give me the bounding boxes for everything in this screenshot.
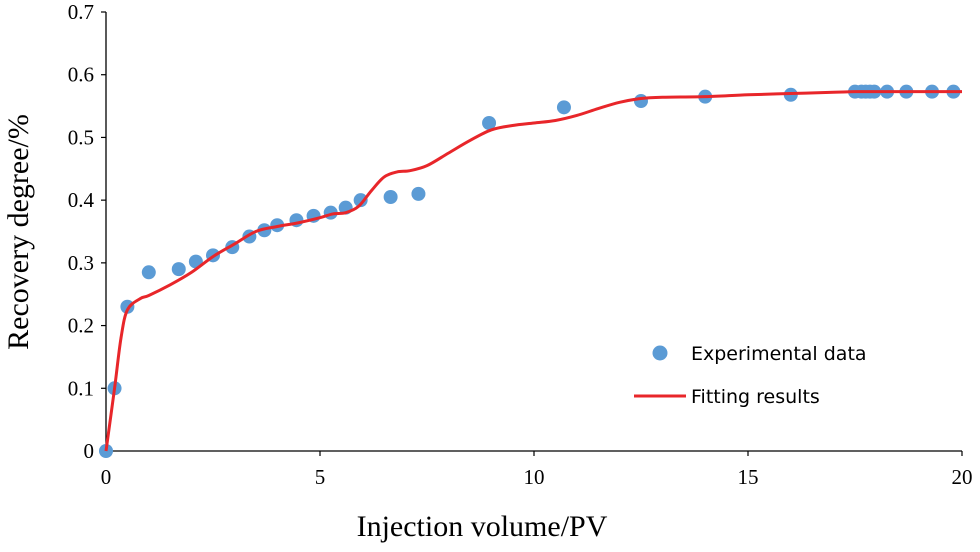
legend-label-experimental: Experimental data bbox=[691, 343, 867, 365]
fitting-line bbox=[104, 90, 962, 452]
data-point bbox=[411, 186, 426, 201]
legend-label-fitting: Fitting results bbox=[691, 386, 820, 408]
data-point bbox=[383, 190, 398, 205]
legend: Experimental data Fitting results bbox=[634, 343, 867, 408]
series bbox=[99, 84, 962, 458]
x-tick-label: 10 bbox=[524, 465, 545, 489]
data-point bbox=[482, 116, 497, 131]
ticks: 0 5 10 15 20 0 0.1 0.2 0.3 0.4 0.5 0.6 0.7 bbox=[68, 0, 973, 489]
y-tick-label: 0.5 bbox=[68, 125, 94, 149]
data-point bbox=[634, 94, 648, 109]
y-tick-label: 0.2 bbox=[68, 314, 94, 338]
x-tick-label: 0 bbox=[101, 465, 112, 489]
x-tick-label: 15 bbox=[738, 465, 759, 489]
x-axis-title: Injection volume/PV bbox=[357, 510, 608, 543]
y-tick-label: 0.3 bbox=[68, 251, 94, 275]
legend-marker-experimental bbox=[652, 345, 668, 361]
data-point bbox=[556, 100, 571, 115]
x-tick-label: 20 bbox=[952, 465, 973, 489]
y-tick-label: 0.1 bbox=[68, 376, 94, 400]
y-tick-label: 0 bbox=[84, 439, 95, 463]
x-tick-label: 5 bbox=[315, 465, 326, 489]
data-point bbox=[171, 262, 186, 277]
data-point bbox=[353, 193, 368, 208]
y-tick-label: 0.4 bbox=[68, 188, 95, 212]
axes bbox=[105, 12, 962, 452]
y-axis-title: Recovery degree/% bbox=[2, 114, 35, 350]
y-tick-label: 0.6 bbox=[68, 63, 94, 87]
y-tick-label: 0.7 bbox=[68, 0, 94, 24]
data-point bbox=[141, 265, 156, 280]
